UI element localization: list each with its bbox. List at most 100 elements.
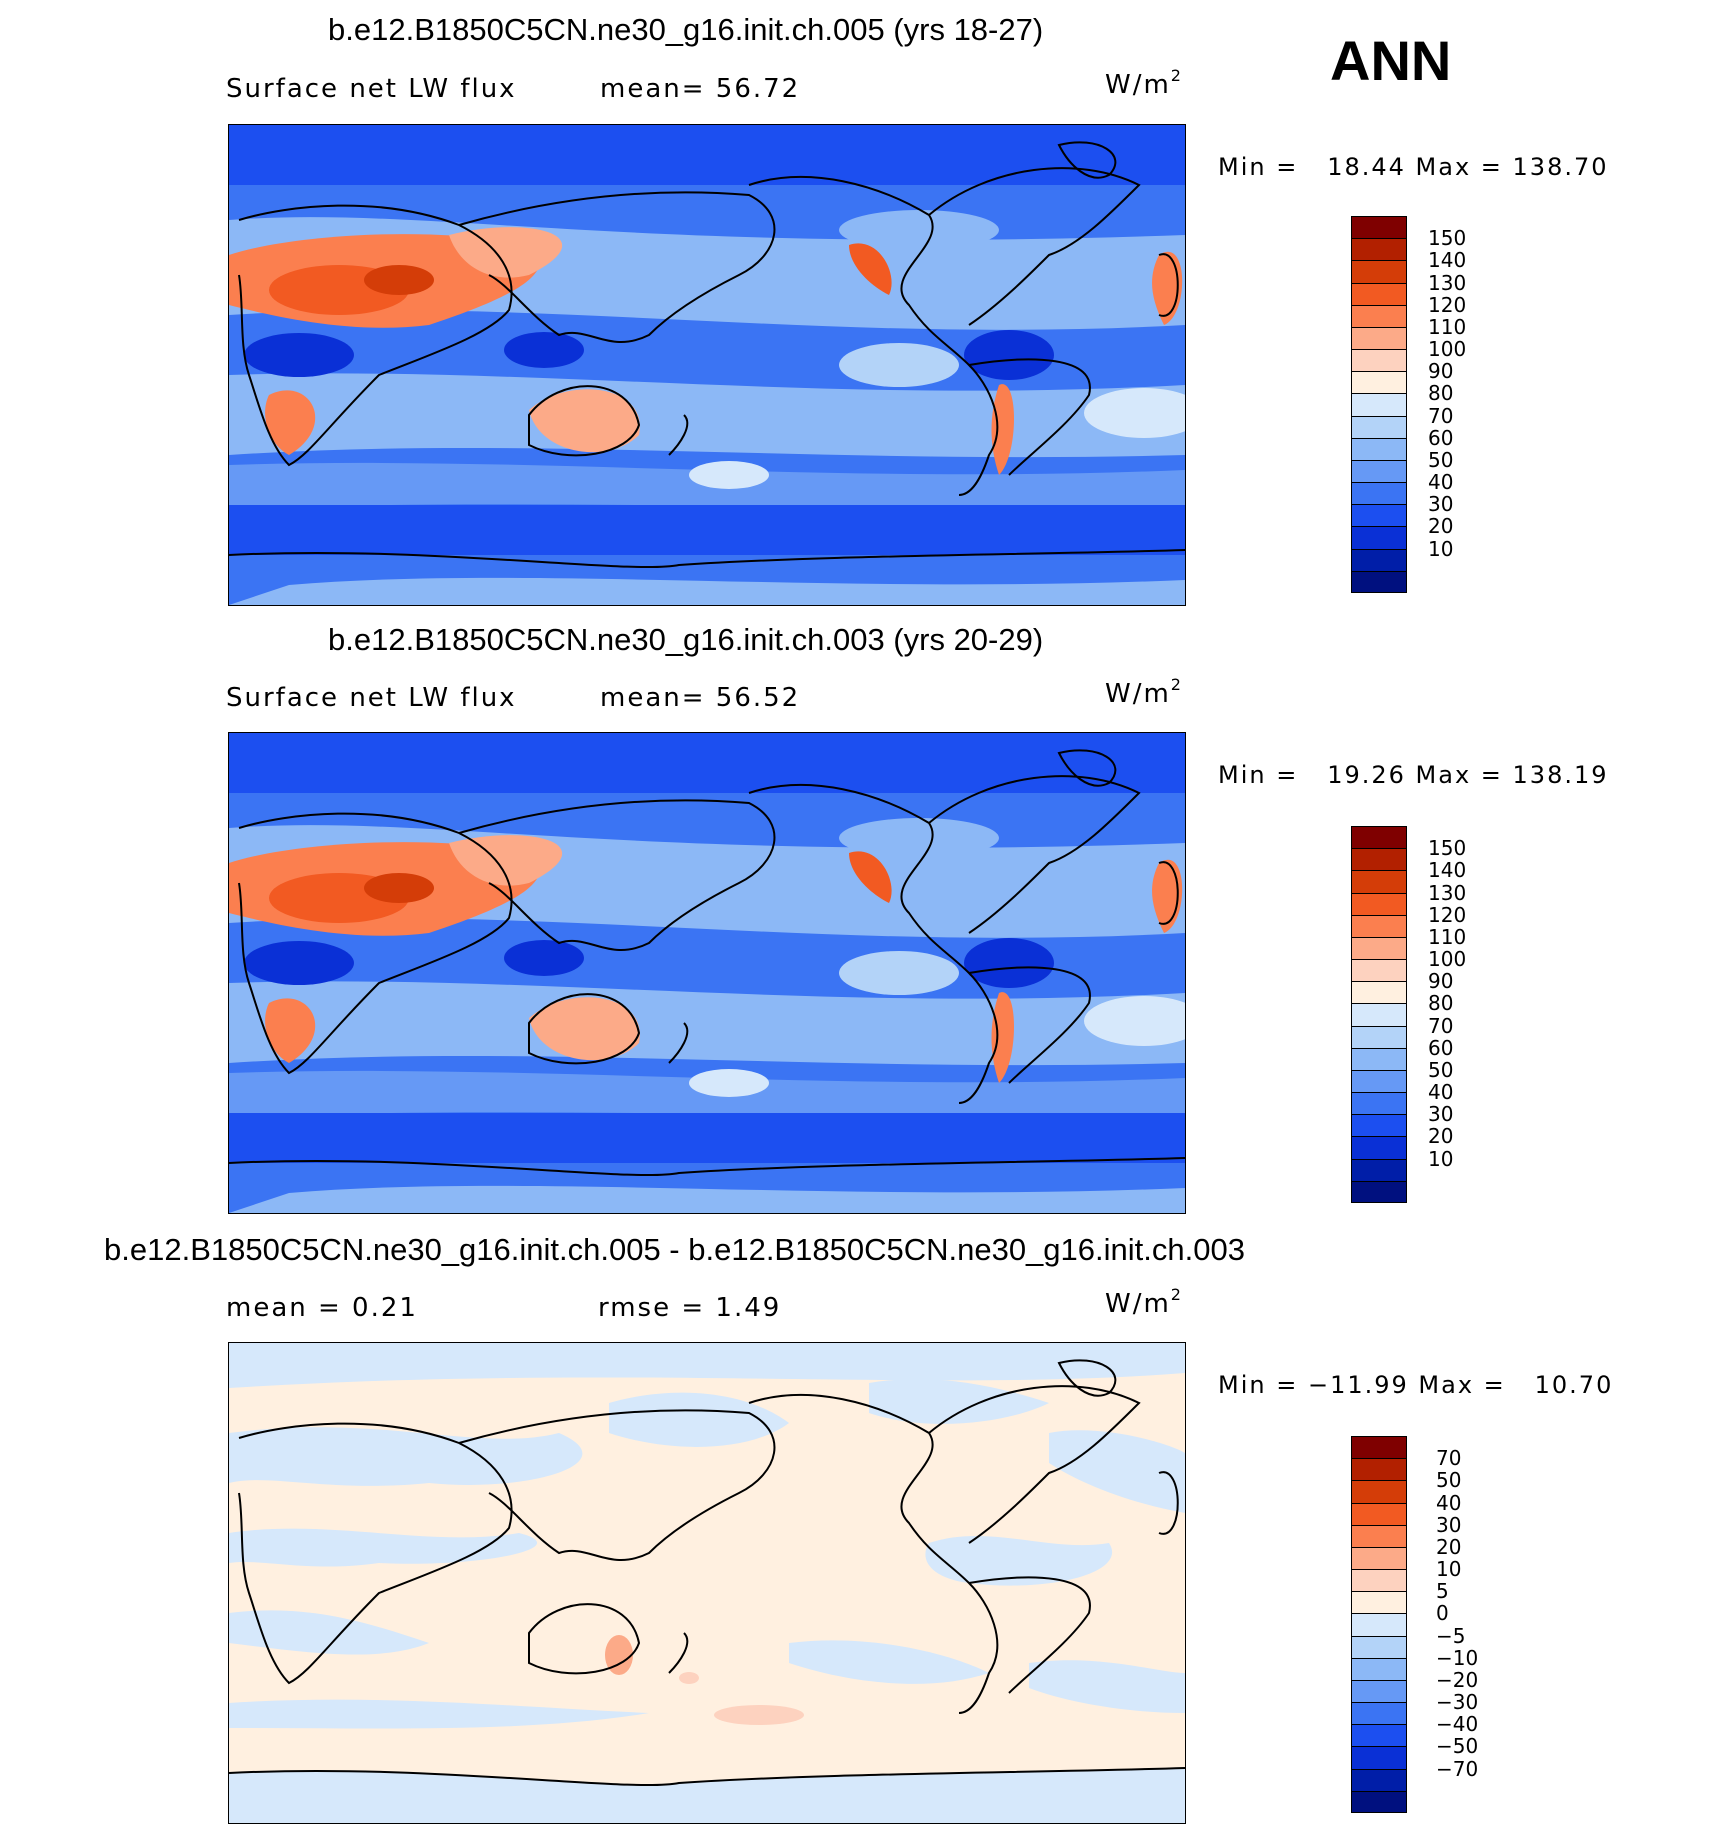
panel-2-variable-label: Surface net LW flux <box>226 683 517 713</box>
colorbar-tick-label: 30 <box>1428 492 1454 517</box>
colorbar-swatch <box>1351 1114 1407 1137</box>
panel-2-colorbar <box>1351 826 1407 1203</box>
colorbar-swatch <box>1351 892 1407 915</box>
colorbar-swatch <box>1351 415 1407 438</box>
colorbar-tick-label: −70 <box>1436 1756 1479 1781</box>
colorbar-swatch <box>1351 371 1407 394</box>
colorbar-swatch <box>1351 1069 1407 1093</box>
colorbar-tick-label: 100 <box>1428 947 1467 972</box>
colorbar-swatch <box>1351 526 1407 549</box>
colorbar-tick-label: −5 <box>1436 1623 1466 1648</box>
colorbar-tick-label: 130 <box>1428 270 1467 295</box>
colorbar-swatch <box>1351 1025 1407 1048</box>
colorbar-swatch <box>1351 959 1407 982</box>
colorbar-tick-label: 5 <box>1436 1579 1449 1604</box>
colorbar-swatch <box>1351 1657 1407 1680</box>
colorbar-tick-label: 60 <box>1428 425 1454 450</box>
colorbar-tick-label: 0 <box>1436 1601 1449 1626</box>
colorbar-tick-label: 70 <box>1428 1013 1454 1038</box>
colorbar-swatch <box>1351 437 1407 460</box>
panel-1-mean-label: mean= 56.72 <box>600 74 801 104</box>
colorbar-tick-label: 80 <box>1428 381 1454 406</box>
colorbar-tick-label: 10 <box>1428 536 1454 561</box>
colorbar-swatch <box>1351 459 1407 483</box>
panel-1-map <box>228 124 1186 606</box>
colorbar-swatch <box>1351 216 1407 239</box>
colorbar-swatch <box>1351 304 1407 327</box>
colorbar-swatch <box>1351 1591 1407 1614</box>
panel-2-mean-label: mean= 56.52 <box>600 683 801 713</box>
colorbar-swatch <box>1351 981 1407 1004</box>
panel-1-colorbar <box>1351 216 1407 593</box>
colorbar-swatch <box>1351 1569 1407 1592</box>
colorbar-tick-label: 60 <box>1428 1035 1454 1060</box>
colorbar-swatch <box>1351 1480 1407 1503</box>
colorbar-tick-label: 120 <box>1428 292 1467 317</box>
colorbar-tick-label: 20 <box>1436 1534 1462 1559</box>
panel-1-title: b.e12.B1850C5CN.ne30_g16.init.ch.005 (yr… <box>328 12 1044 47</box>
panel-3-mean-label: mean = 0.21 <box>226 1293 418 1323</box>
season-label: ANN <box>1330 29 1452 92</box>
colorbar-swatch <box>1351 482 1407 505</box>
colorbar-swatch <box>1351 1136 1407 1159</box>
colorbar-swatch <box>1351 1458 1407 1481</box>
panel-3-map <box>228 1342 1186 1824</box>
colorbar-swatch <box>1351 848 1407 871</box>
panel-3-colorbar <box>1351 1436 1407 1813</box>
panel-1-variable-label: Surface net LW flux <box>226 74 517 104</box>
colorbar-tick-label: 100 <box>1428 337 1467 362</box>
colorbar-tick-label: 140 <box>1428 858 1467 883</box>
colorbar-swatch <box>1351 1546 1407 1570</box>
colorbar-tick-label: 40 <box>1428 1080 1454 1105</box>
colorbar-swatch <box>1351 1790 1407 1813</box>
colorbar-swatch <box>1351 1613 1407 1636</box>
colorbar-swatch <box>1351 1724 1407 1747</box>
colorbar-swatch <box>1351 393 1407 416</box>
colorbar-swatch <box>1351 870 1407 893</box>
panel-3-units: W/m2 <box>1105 1285 1181 1319</box>
colorbar-tick-label: 10 <box>1436 1557 1462 1582</box>
colorbar-swatch <box>1351 504 1407 527</box>
colorbar-tick-label: 120 <box>1428 902 1467 927</box>
colorbar-tick-label: 50 <box>1428 447 1454 472</box>
colorbar-swatch <box>1351 1047 1407 1070</box>
colorbar-swatch <box>1351 1768 1407 1791</box>
colorbar-swatch <box>1351 1180 1407 1203</box>
panel-3-minmax: Min = −11.99 Max = 10.70 <box>1218 1371 1614 1399</box>
colorbar-tick-label: −30 <box>1436 1690 1479 1715</box>
colorbar-tick-label: 90 <box>1428 969 1454 994</box>
colorbar-tick-label: 20 <box>1428 514 1454 539</box>
colorbar-tick-label: 30 <box>1428 1102 1454 1127</box>
panel-2-minmax: Min = 19.26 Max = 138.19 <box>1218 761 1609 789</box>
colorbar-tick-label: −10 <box>1436 1645 1479 1670</box>
colorbar-tick-label: −40 <box>1436 1712 1479 1737</box>
colorbar-tick-label: −50 <box>1436 1734 1479 1759</box>
colorbar-tick-label: 90 <box>1428 359 1454 384</box>
colorbar-tick-label: 70 <box>1436 1446 1462 1471</box>
colorbar-tick-label: 40 <box>1428 470 1454 495</box>
colorbar-tick-label: 150 <box>1428 226 1467 251</box>
colorbar-tick-label: 80 <box>1428 991 1454 1016</box>
colorbar-swatch <box>1351 1524 1407 1547</box>
colorbar-swatch <box>1351 282 1407 305</box>
colorbar-swatch <box>1351 1502 1407 1525</box>
colorbar-tick-label: 110 <box>1428 924 1467 949</box>
colorbar-tick-label: 150 <box>1428 836 1467 861</box>
panel-3-title: b.e12.B1850C5CN.ne30_g16.init.ch.005 - b… <box>104 1232 1245 1267</box>
colorbar-tick-label: 140 <box>1428 248 1467 273</box>
panel-1-minmax: Min = 18.44 Max = 138.70 <box>1218 153 1609 181</box>
panel-2-title: b.e12.B1850C5CN.ne30_g16.init.ch.003 (yr… <box>328 622 1044 657</box>
colorbar-tick-label: 20 <box>1428 1124 1454 1149</box>
colorbar-tick-label: 110 <box>1428 314 1467 339</box>
colorbar-swatch <box>1351 914 1407 937</box>
colorbar-swatch <box>1351 570 1407 593</box>
colorbar-swatch <box>1351 1003 1407 1026</box>
colorbar-swatch <box>1351 1635 1407 1658</box>
panel-2-map <box>228 732 1186 1214</box>
colorbar-swatch <box>1351 1158 1407 1181</box>
colorbar-swatch <box>1351 826 1407 849</box>
colorbar-swatch <box>1351 1436 1407 1459</box>
colorbar-swatch <box>1351 349 1407 372</box>
colorbar-swatch <box>1351 1092 1407 1115</box>
panel-3-rmse-label: rmse = 1.49 <box>598 1293 782 1323</box>
